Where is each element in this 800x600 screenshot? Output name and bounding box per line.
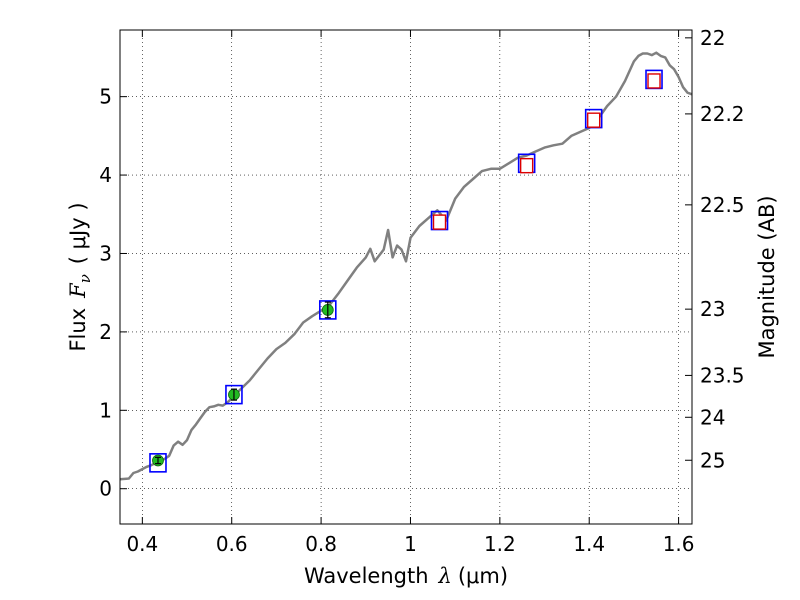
template-spectrum-line (119, 51, 693, 481)
markers-layer (149, 69, 663, 473)
y-axis-label-symbol: F (66, 282, 90, 299)
y-axis-label: Flux Fν ( μJy ) (66, 202, 94, 351)
y2-tick-label: 23.5 (700, 363, 745, 387)
y-axis-label-subscript: ν (76, 274, 94, 283)
x-tick-label: 0.6 (216, 532, 248, 556)
x-axis-label-text: Wavelength (304, 564, 429, 588)
y2-tick-label: 25 (700, 448, 725, 472)
x-tick-label: 0.4 (126, 532, 158, 556)
y-tick-label: 0 (99, 477, 112, 501)
model-red-square (586, 112, 601, 128)
model-red-square (519, 157, 534, 174)
x-tick-label: 1 (404, 532, 417, 556)
x-tick-label: 1.2 (484, 532, 516, 556)
y-tick-label: 3 (99, 241, 112, 265)
x-tick-label: 0.8 (305, 532, 337, 556)
y-tick-label: 4 (99, 163, 112, 187)
x-tick-label: 1.6 (663, 532, 695, 556)
spectrum-layer (119, 51, 693, 481)
y2-tick-label: 22.5 (700, 193, 745, 217)
model-red-square (432, 214, 447, 230)
y2-tick-label: 24 (700, 405, 725, 429)
y-axis-label-text: Flux (66, 308, 90, 352)
y2-axis-label: Magnitude (AB) (755, 195, 779, 358)
ticks: 0.4 0.6 0.8 1 1.2 1.4 1.60123452222.222.52323.… (99, 26, 744, 556)
y2-tick-label: 22.2 (700, 102, 745, 126)
grid (120, 30, 692, 524)
model-blue-square (225, 384, 243, 405)
y2-tick-label: 23 (700, 297, 725, 321)
y-tick-label: 1 (99, 398, 112, 422)
y-axis-label-unit: ( μJy ) (66, 202, 90, 264)
x-axis-label-unit: (μm) (458, 564, 508, 588)
x-axis-label-symbol: λ (438, 564, 452, 588)
y-tick-label: 2 (99, 320, 112, 344)
model-red-square (647, 73, 661, 89)
model-blue-square (149, 453, 167, 473)
model-blue-square (318, 300, 337, 320)
y-tick-label: 5 (99, 85, 112, 109)
x-axis-label: Wavelength λ (μm) (304, 564, 508, 588)
x-tick-label: 1.4 (573, 532, 605, 556)
y2-tick-label: 22 (700, 26, 725, 50)
plot-frame (119, 29, 693, 525)
